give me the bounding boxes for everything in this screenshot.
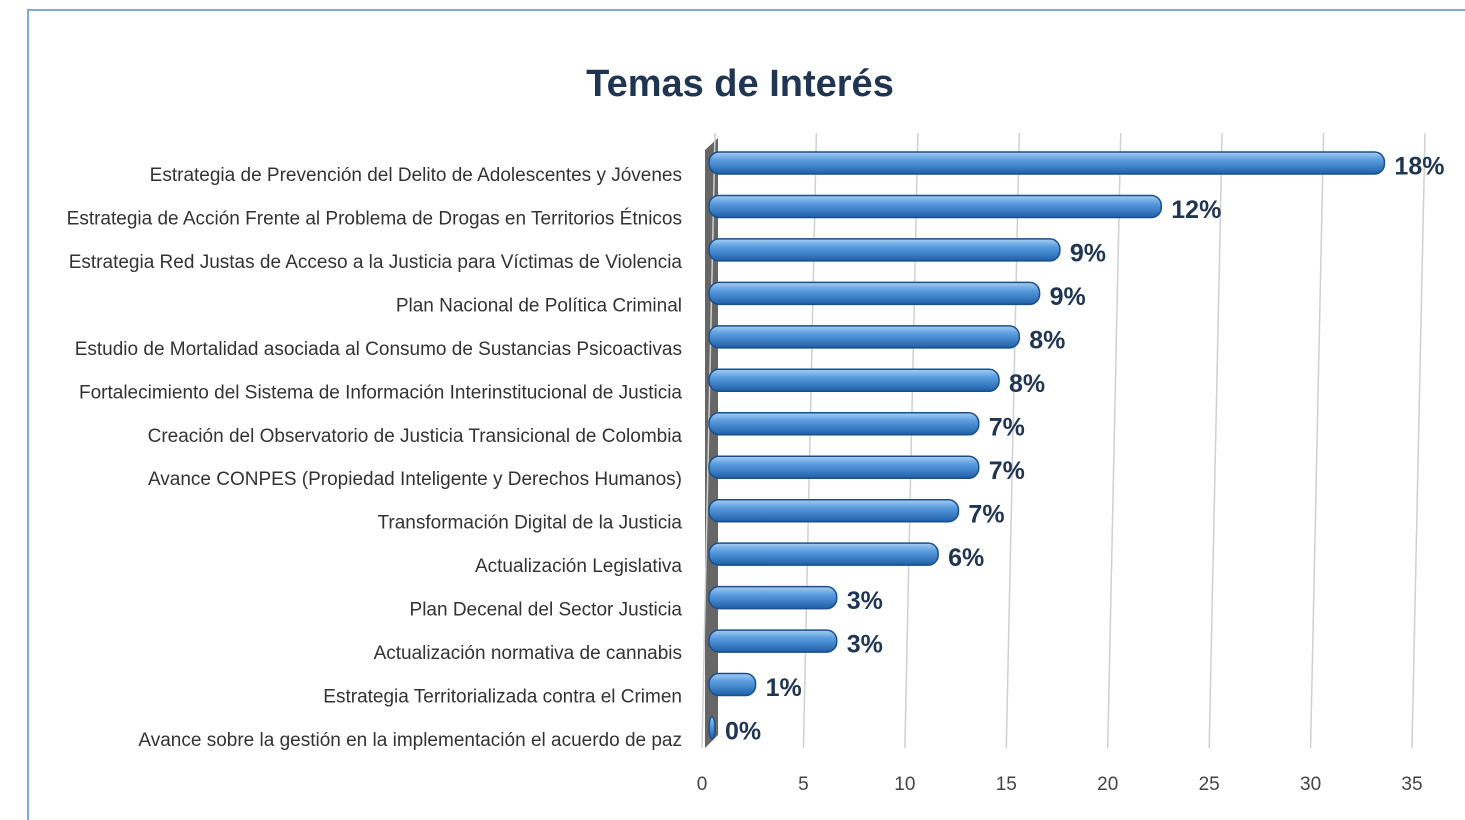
x-tick-label: 30 bbox=[1300, 774, 1321, 795]
bar bbox=[708, 325, 1021, 349]
category-label: Creación del Observatorio de Justicia Tr… bbox=[148, 426, 683, 447]
grid-line bbox=[1309, 132, 1325, 749]
category-label: Plan Decenal del Sector Justicia bbox=[410, 600, 683, 621]
value-label: 18% bbox=[1394, 153, 1444, 181]
category-label: Estrategia Territorializada contra el Cr… bbox=[323, 687, 682, 708]
bar bbox=[708, 151, 1386, 175]
grid-line bbox=[1411, 132, 1426, 749]
bar bbox=[708, 194, 1163, 219]
category-label: Estrategia de Prevención del Delito de A… bbox=[150, 165, 682, 186]
bar bbox=[708, 542, 939, 566]
frame bbox=[27, 9, 1465, 820]
value-label: 8% bbox=[1029, 326, 1065, 354]
value-label: 12% bbox=[1171, 196, 1221, 224]
x-tick-label: 0 bbox=[697, 774, 708, 795]
category-label: Estudio de Mortalidad asociada al Consum… bbox=[75, 339, 682, 360]
bar bbox=[708, 498, 960, 523]
grid-line bbox=[1005, 132, 1021, 749]
value-label: 3% bbox=[847, 587, 883, 615]
value-label: 0% bbox=[725, 718, 761, 746]
grid-line bbox=[904, 132, 919, 749]
category-label: Fortalecimiento del Sistema de Informaci… bbox=[79, 382, 682, 403]
x-tick-label: 20 bbox=[1097, 774, 1118, 795]
value-label: 8% bbox=[1009, 370, 1045, 398]
x-tick-label: 25 bbox=[1199, 774, 1220, 795]
value-label: 1% bbox=[766, 674, 802, 702]
axis-wall bbox=[705, 138, 718, 748]
value-label: 7% bbox=[989, 457, 1025, 485]
value-label: 3% bbox=[847, 631, 883, 659]
grid-line bbox=[802, 132, 818, 749]
bar bbox=[708, 672, 757, 697]
category-label: Actualización normativa de cannabis bbox=[374, 643, 682, 664]
value-label: 7% bbox=[968, 500, 1004, 528]
grid-line bbox=[1106, 132, 1122, 749]
value-label: 9% bbox=[1070, 240, 1106, 268]
bar bbox=[708, 368, 1000, 393]
value-label: 7% bbox=[989, 413, 1025, 441]
x-tick-label: 15 bbox=[996, 774, 1017, 795]
chart-title: Temas de Interés bbox=[586, 63, 894, 105]
category-label: Plan Nacional de Política Criminal bbox=[396, 295, 682, 316]
bar bbox=[708, 629, 838, 653]
value-label: 9% bbox=[1050, 283, 1086, 311]
x-tick-label: 35 bbox=[1401, 774, 1422, 795]
bar bbox=[708, 455, 980, 479]
x-tick-label: 10 bbox=[894, 774, 915, 795]
bar bbox=[708, 412, 980, 436]
bar bbox=[708, 585, 838, 610]
category-label: Estrategia Red Justas de Acceso a la Jus… bbox=[69, 252, 683, 273]
bar bbox=[708, 716, 716, 740]
category-label: Avance sobre la gestión en la implementa… bbox=[138, 730, 682, 751]
category-label: Transformación Digital de la Justicia bbox=[378, 513, 683, 534]
bar bbox=[708, 238, 1061, 262]
grid-line bbox=[1208, 132, 1223, 749]
grid-line bbox=[701, 132, 716, 749]
category-label: Estrategia de Acción Frente al Problema … bbox=[67, 208, 682, 229]
bar bbox=[708, 281, 1041, 306]
category-label: Actualización Legislativa bbox=[475, 556, 682, 577]
category-label: Avance CONPES (Propiedad Inteligente y D… bbox=[148, 469, 682, 490]
value-label: 6% bbox=[948, 544, 984, 572]
x-tick-label: 5 bbox=[798, 774, 809, 795]
